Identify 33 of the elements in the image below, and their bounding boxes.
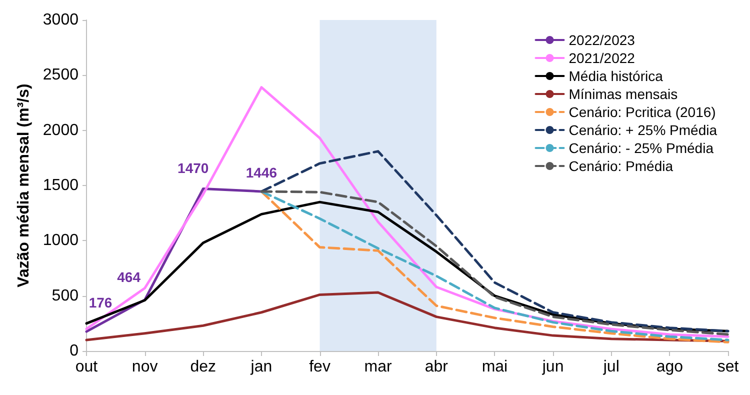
legend-label: 2021/2022 bbox=[568, 50, 636, 66]
x-tick-label: jan bbox=[250, 358, 272, 376]
legend-label: Cenário: Pmédia bbox=[568, 158, 674, 174]
x-tick-label: dez bbox=[190, 358, 216, 376]
x-tick-label: mar bbox=[364, 358, 393, 376]
x-tick-label: ago bbox=[656, 358, 684, 376]
data-label: 176 bbox=[88, 294, 112, 311]
data-label: 1446 bbox=[246, 164, 278, 180]
x-tick-label: abr bbox=[424, 358, 449, 376]
data-label: 464 bbox=[117, 268, 141, 285]
y-tick-label: 3000 bbox=[42, 12, 79, 28]
y-tick-label: 2000 bbox=[42, 122, 79, 139]
y-tick-label: 2500 bbox=[42, 66, 79, 84]
x-tick-label: jul bbox=[602, 358, 620, 376]
legend-label: Média histórica bbox=[568, 68, 664, 84]
y-tick-label: 1500 bbox=[42, 177, 79, 194]
y-tick-label: 500 bbox=[52, 287, 79, 304]
legend-label: Cenário: - 25% Pmédia bbox=[568, 140, 714, 156]
y-axis-title: Vazão média mensal (m³/s) bbox=[16, 84, 32, 288]
x-tick-label: nov bbox=[132, 358, 158, 376]
x-tick-label: fev bbox=[309, 358, 330, 376]
x-tick-label: mai bbox=[482, 358, 508, 376]
data-label: 1470 bbox=[178, 160, 209, 176]
x-tick-label: jun bbox=[541, 358, 564, 376]
y-tick-label: 0 bbox=[70, 342, 79, 360]
legend-label: 2022/2023 bbox=[568, 32, 636, 48]
legend-label: Cenário: Pcritica (2016) bbox=[568, 104, 716, 120]
legend-label: Cenário: + 25% Pmédia bbox=[568, 122, 718, 138]
x-tick-label: out bbox=[75, 358, 98, 376]
line-series bbox=[85, 86, 730, 338]
y-tick-label: 1000 bbox=[42, 232, 79, 250]
legend-label: Mínimas mensais bbox=[568, 86, 678, 102]
x-tick-label: set bbox=[717, 358, 740, 376]
